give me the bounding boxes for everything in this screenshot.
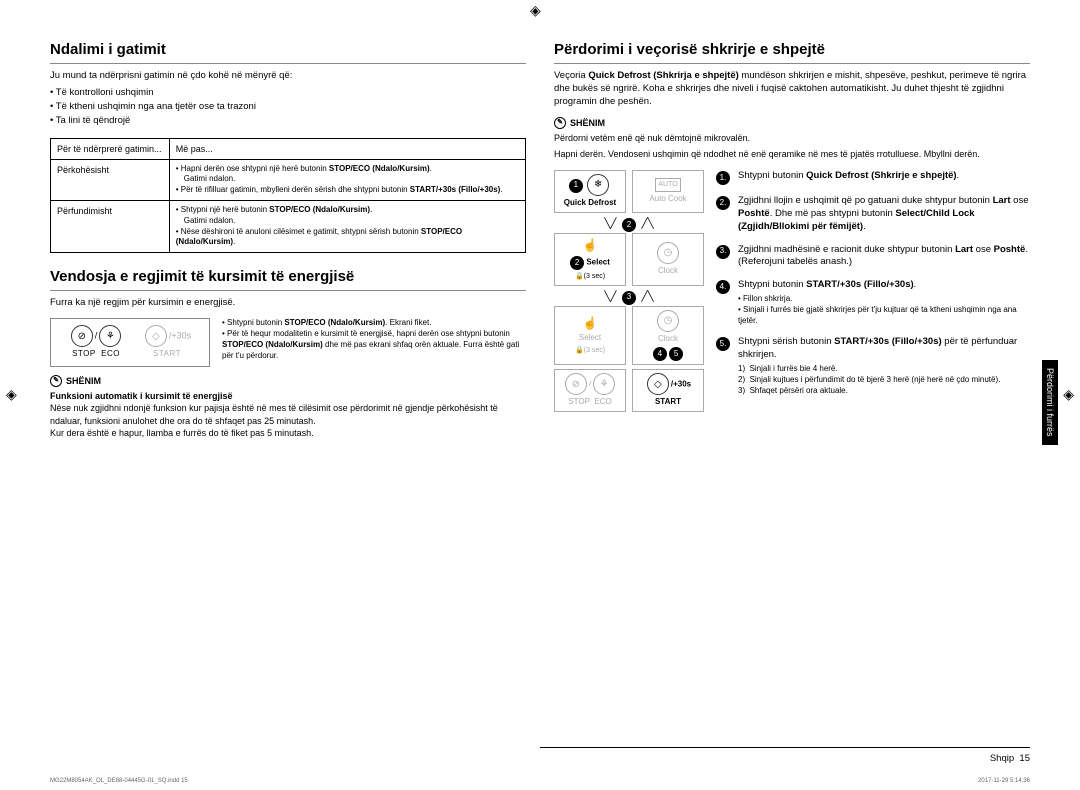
page-footer: Shqip 15 <box>990 753 1030 764</box>
select-btn-2: ☝ Select 🔒(3 sec) <box>554 306 626 366</box>
note-label-r: ✎ SHËNIM <box>554 117 1030 129</box>
heading-energy-save: Vendosja e regjimit të kursimit të energ… <box>50 267 526 291</box>
bullet-item: Të kontrolloni ushqimin <box>50 87 526 100</box>
note-para-2: Kur dera është e hapur, llamba e furrës … <box>50 427 526 439</box>
left-column: Ndalimi i gatimit Ju mund ta ndërprisni … <box>50 40 526 439</box>
select-btn: ☝ 2 Select 🔒(3 sec) <box>554 233 626 286</box>
th-action: Për të ndërprerë gatimin... <box>51 138 170 159</box>
steps-list: 1. Shtypni butonin Quick Defrost (Shkrir… <box>716 170 1030 406</box>
th-then: Më pas... <box>169 138 525 159</box>
start-icon: ◇ <box>647 373 669 395</box>
clock-icon: ◷ <box>657 310 679 332</box>
step-4: 4. Shtypni butonin START/+30s (Fillo/+30… <box>716 279 1030 326</box>
page-spread: Ndalimi i gatimit Ju mund ta ndërprisni … <box>0 0 1080 459</box>
intro-bullets: Të kontrolloni ushqimin Të ktheni ushqim… <box>50 87 526 127</box>
side-tab: Përdorimi i furrës <box>1042 360 1058 445</box>
defrost-icon: ❄ <box>587 174 609 196</box>
footer-rule <box>540 747 1030 748</box>
cell-temp-steps: Hapni derën ose shtypni një herë butonin… <box>169 159 525 200</box>
stop-eco-btn: ⊘/⚘ STOP ECO <box>554 369 626 412</box>
stop-icon: ⊘ <box>71 325 93 347</box>
arrow-down-2: ╲╱ 3 ╱╲ <box>554 290 704 305</box>
stop-cooking-table: Për të ndërprerë gatimin... Më pas... Pë… <box>50 138 526 254</box>
note-label: ✎ SHËNIM <box>50 375 526 387</box>
heading-stop-cooking: Ndalimi i gatimit <box>50 40 526 64</box>
eco-icon: ⚘ <box>99 325 121 347</box>
bullet-item: Të ktheni ushqimin nga ana tjetër ose ta… <box>50 101 526 114</box>
note-heading: Funksioni automatik i kursimit të energj… <box>50 390 526 402</box>
arrow-down: ╲╱ 2 ╱╲ <box>554 217 704 232</box>
cell-perm-steps: Shtypni një herë butonin STOP/ECO (Ndalo… <box>169 201 525 253</box>
cropmark-right: ◈ <box>1063 386 1074 403</box>
open-door-text: Hapni derën. Vendoseni ushqimin që ndodh… <box>554 148 1030 160</box>
intro-text: Ju mund ta ndërprisni gatimin në çdo koh… <box>50 70 526 83</box>
cropmark-left: ◈ <box>6 386 17 403</box>
cell-temporary: Përkohësisht <box>51 159 170 200</box>
cropmark-top: ◈ <box>530 2 541 19</box>
start-icon: ◇ <box>145 325 167 347</box>
clock-icon: ◷ <box>657 242 679 264</box>
clock-btn-2: ◷ Clock 4 5 <box>632 306 704 366</box>
heading-quick-defrost: Përdorimi i veçorisë shkrirje e shpejtë <box>554 40 1030 64</box>
print-filename: MG22M8054AK_OL_DE68-04445G-01_SQ.indd 15 <box>50 778 188 784</box>
qd-intro: Veçoria Quick Defrost (Shkrirja e shpejt… <box>554 70 1030 108</box>
touch-icon: ☝ <box>583 315 598 331</box>
step-3: 3. Zgjidhni madhësinë e racionit duke sh… <box>716 244 1030 270</box>
quick-defrost-btn: 1 ❄ Quick Defrost <box>554 170 626 213</box>
note-text-r: Përdorni vetëm enë që nuk dëmtojnë mikro… <box>554 132 1030 144</box>
cell-permanent: Përfundimisht <box>51 201 170 253</box>
auto-cook-btn: AUTO Auto Cook <box>632 170 704 213</box>
note-icon: ✎ <box>554 117 566 129</box>
touch-icon: ☝ <box>583 237 598 253</box>
print-date: 2017-11-29 5:14:36 <box>978 778 1030 784</box>
bullet-item: Ta lini të qëndrojë <box>50 115 526 128</box>
note-para-1: Nëse nuk zgjidhni ndonjë funksion kur pa… <box>50 402 526 426</box>
right-column: Përdorimi i veçorisë shkrirje e shpejtë … <box>554 40 1030 439</box>
panel-row: ⊘/⚘ STOP ECO ◇/+30s START Shtypni butoni… <box>50 318 526 367</box>
step-1: 1. Shtypni butonin Quick Defrost (Shkrir… <box>716 170 1030 185</box>
note-icon: ✎ <box>50 375 62 387</box>
step-2: 2. Zgjidhni llojin e ushqimit që po gatu… <box>716 195 1030 233</box>
start-btn: ◇/+30s START <box>632 369 704 412</box>
energy-intro: Furra ka një regjim për kursimin e energ… <box>50 297 526 310</box>
panel-instructions: Shtypni butonin STOP/ECO (Ndalo/Kursim).… <box>222 318 526 367</box>
step-5: 5. Shtypni sërish butonin START/+30s (Fi… <box>716 336 1030 396</box>
control-panel-diagram: ⊘/⚘ STOP ECO ◇/+30s START <box>50 318 210 367</box>
clock-btn: ◷ Clock <box>632 233 704 286</box>
control-diagram: 1 ❄ Quick Defrost AUTO Auto Cook ╲╱ 2 ╱╲… <box>554 170 704 416</box>
